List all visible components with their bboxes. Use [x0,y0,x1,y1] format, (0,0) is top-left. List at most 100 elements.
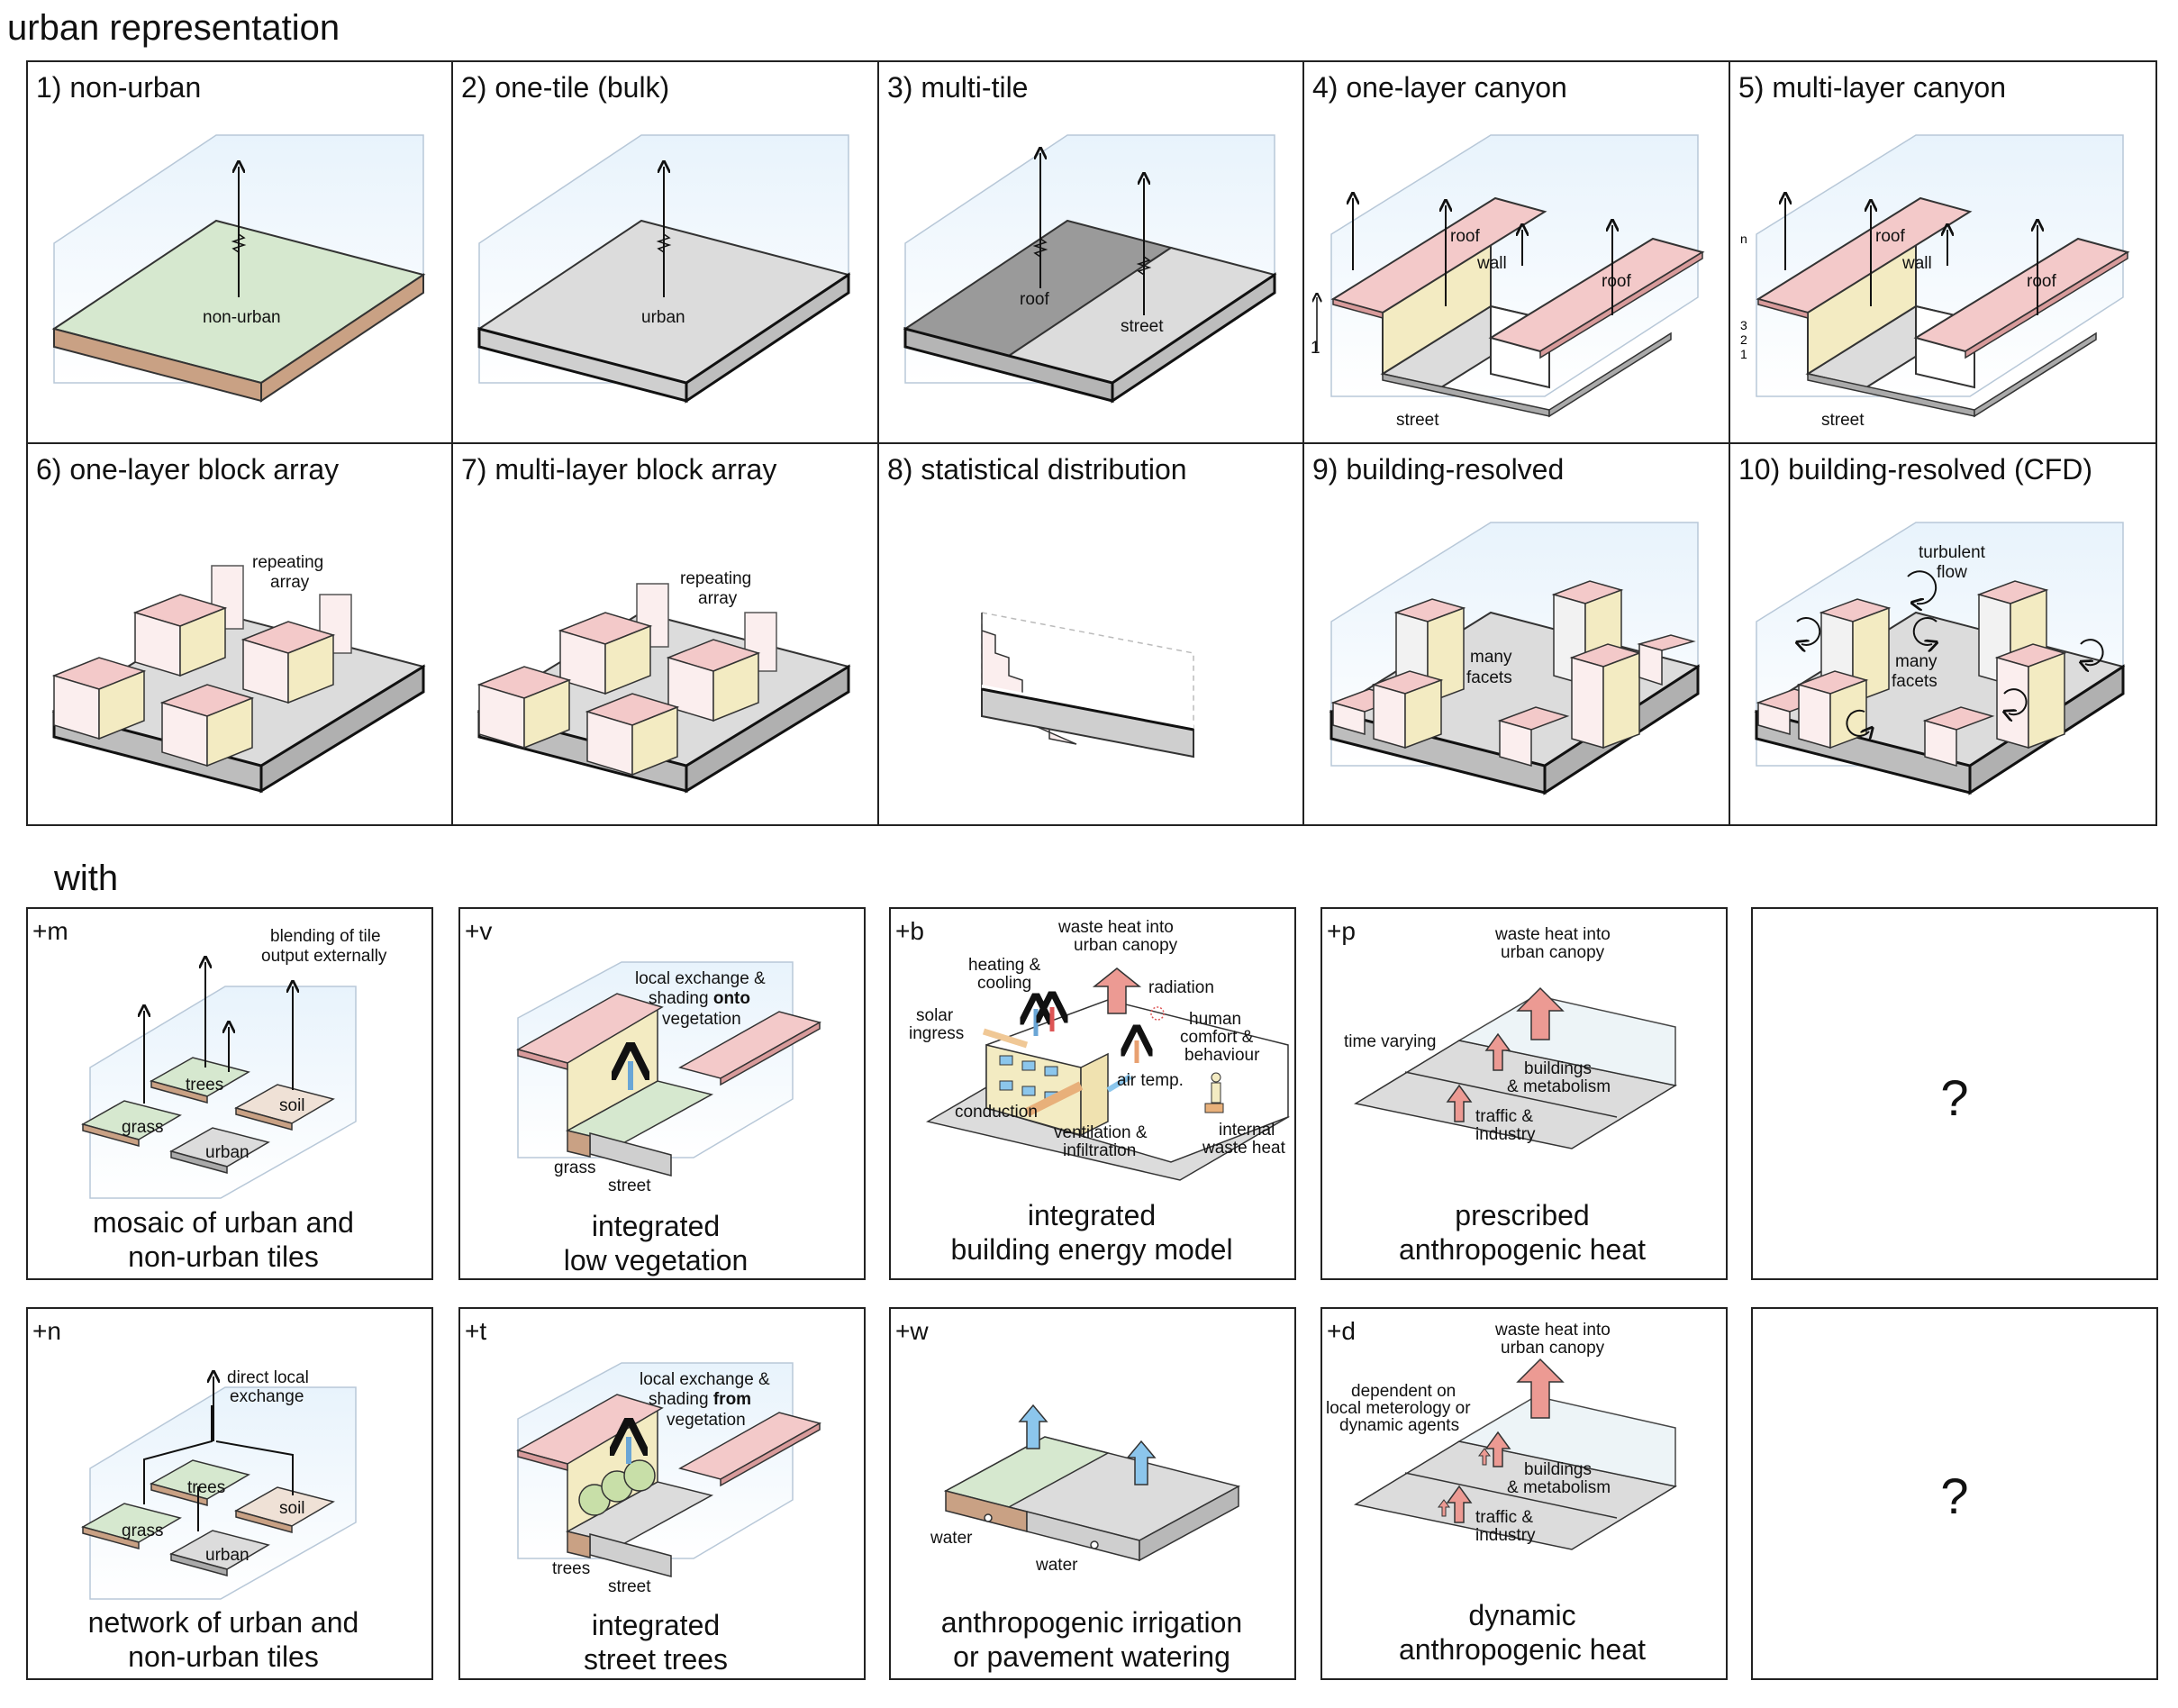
label-waste-heat-p: waste heat into [1494,925,1611,944]
label-internal: internal [1219,1121,1275,1140]
caption-w-1: anthropogenic irrigation [941,1606,1242,1639]
label-layer-n: n [1740,232,1747,246]
label-buildings-p: buildings [1524,1059,1592,1078]
label-radiation: radiation [1148,978,1214,997]
caption-d-2: anthropogenic heat [1399,1633,1646,1666]
caption-b-1: integrated [1028,1199,1156,1231]
option-b-illustration: waste heat into urban canopy heating & c… [909,918,1291,1181]
label-layer-3: 3 [1740,318,1747,332]
panel-title-3: 3) multi-tile [887,71,1028,104]
label-internal-waste-heat: waste heat [1202,1139,1286,1158]
panel-2-illustration: urban [476,134,851,404]
option-w-illustration: water water [930,1404,1241,1575]
panel-title-7: 7) multi-layer block array [461,453,776,486]
tag-b: +b [895,917,924,945]
label-roof-a: roof [1450,227,1480,246]
label-wall-2: wall [1901,254,1932,273]
label-non-urban: non-urban [203,308,281,327]
caption-b-2: building energy model [950,1233,1232,1266]
label-shading-t: shading from [649,1390,751,1409]
panel-title-2: 2) one-tile (bulk) [461,71,669,104]
label-exchange: exchange [230,1387,304,1406]
label-street-canyon: street [1396,411,1439,430]
caption-t-1: integrated [592,1609,720,1641]
label-array-2: array [698,589,738,608]
caption-w-2: or pavement watering [953,1640,1230,1673]
caption-m-1: mosaic of urban and [93,1206,354,1239]
panel-1-illustration: non-urban [51,134,426,403]
label-repeating: repeating [252,553,323,572]
panel-6-illustration: repeating array [51,553,426,794]
label-layer-1b: 1 [1740,347,1747,361]
label-direct-local: direct local [227,1368,309,1387]
panel-5-illustration: roof wall roof street n 3 2 1 [1740,134,2130,430]
tag-t: +t [465,1317,486,1345]
panel-title-10: 10) building-resolved (CFD) [1738,453,2092,486]
tag-v: +v [465,917,492,945]
panel-10-illustration: turbulent flow many facets [1754,522,2126,795]
label-industry-d: industry [1475,1526,1536,1545]
option-t-illustration: local exchange & shading from vegetation… [516,1362,821,1596]
panel-4-illustration: roof wall roof street 1 [1311,134,1705,430]
caption-m-2: non-urban tiles [128,1240,319,1273]
label-roof: roof [1020,290,1049,309]
label-heating: heating & [968,956,1041,975]
label-conduction: conduction [955,1103,1038,1122]
label-many-2: many [1895,652,1938,671]
label-urban-canopy-d: urban canopy [1501,1339,1605,1358]
label-repeating-2: repeating [680,569,751,588]
label-dependent-on: dependent on [1351,1382,1456,1401]
label-metabolism-p: & metabolism [1507,1077,1611,1096]
unknown-option-1: ? [1940,1069,1968,1126]
label-facets-2: facets [1892,672,1938,691]
tag-m: +m [32,917,68,945]
label-grass-n: grass [122,1522,163,1540]
caption-t-2: street trees [584,1643,728,1676]
label-water-1: water [930,1529,973,1548]
label-flow: flow [1937,563,1967,582]
option-m-illustration: blending of tile output externally trees… [81,927,387,1199]
label-urban: urban [641,308,685,327]
label-trees-n: trees [187,1478,225,1497]
label-buildings-d: buildings [1524,1460,1592,1479]
panel-title-9: 9) building-resolved [1312,453,1564,486]
label-roof-c: roof [1875,227,1905,246]
caption-v-1: integrated [592,1210,720,1242]
label-output-externally: output externally [261,947,387,966]
label-comfort: comfort & [1180,1028,1254,1047]
caption-p-2: anthropogenic heat [1399,1233,1646,1266]
label-cooling: cooling [977,974,1031,993]
label-dynamic-agents: dynamic agents [1339,1416,1459,1435]
label-street: street [1121,317,1164,336]
unknown-option-2: ? [1940,1467,1968,1524]
panel-title-6: 6) one-layer block array [36,453,339,486]
label-metabolism-d: & metabolism [1507,1478,1611,1497]
tag-d: +d [1327,1317,1356,1345]
tag-n: +n [32,1317,61,1345]
label-air-temp: air temp. [1117,1071,1184,1090]
label-local-meterology: local meterology or [1326,1399,1471,1418]
label-urban-canopy-b: urban canopy [1074,936,1178,955]
label-turbulent: turbulent [1919,543,1986,562]
label-roof-d: roof [2027,272,2056,291]
label-facets: facets [1466,668,1512,687]
label-ingress: ingress [909,1024,964,1043]
tag-w: +w [895,1317,929,1345]
label-trees-t: trees [552,1559,590,1578]
label-waste-heat-b: waste heat into [1057,918,1174,937]
label-layer-2b: 2 [1740,332,1747,347]
label-local-exchange-t: local exchange & [640,1370,770,1389]
label-street-t: street [608,1577,651,1596]
label-wall: wall [1476,254,1507,273]
section-title-urban: urban representation [7,8,340,48]
label-shading: shading onto [649,989,750,1008]
label-soil-n: soil [279,1499,305,1518]
label-local-exchange: local exchange & [635,969,766,988]
label-industry-p: industry [1475,1125,1536,1144]
label-ventilation: ventilation & [1054,1123,1148,1142]
panel-3-illustration: roof street [903,134,1277,404]
label-layer-1: 1 [1311,339,1320,358]
label-traffic-d: traffic & [1475,1508,1533,1527]
label-street-canyon-2: street [1821,411,1865,430]
